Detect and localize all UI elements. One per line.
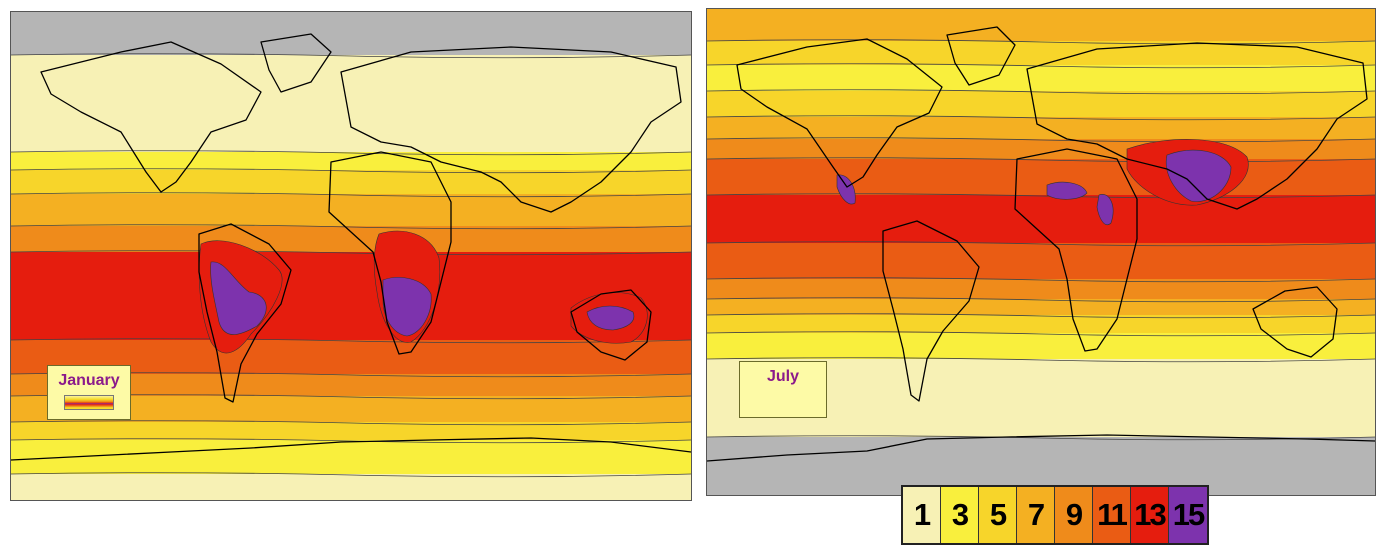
july-uv-map: July [706, 8, 1376, 496]
legend-cell-9: 9 [1055, 487, 1093, 543]
contour-line [11, 472, 691, 478]
africa-peak-zone [382, 277, 432, 337]
uv-band [707, 139, 1375, 159]
eurasia-outline [1026, 42, 1368, 210]
uv-band [11, 55, 691, 152]
africa-outline [328, 151, 452, 355]
uv-band [11, 374, 691, 396]
uv-index-legend: 1 3 5 7 9 11 13 15 [901, 485, 1209, 545]
contour-line [707, 357, 1375, 363]
uv-band [707, 195, 1375, 243]
antarctica-outline [707, 434, 1375, 462]
contour-line [11, 224, 691, 230]
contour-line [11, 420, 691, 426]
contour-line [11, 53, 691, 59]
july-map-canvas [707, 9, 1375, 495]
eurasia-outline [340, 46, 682, 213]
january-label-box: January [47, 365, 131, 420]
contour-line [707, 297, 1375, 303]
legend-cell-7: 7 [1017, 487, 1055, 543]
south-america-outline [198, 223, 292, 403]
contour-line [11, 192, 691, 198]
uv-band [707, 159, 1375, 195]
uv-band [707, 315, 1375, 333]
north-america-outline [736, 38, 943, 188]
legend-cell-11: 11 [1093, 487, 1131, 543]
uv-band [11, 152, 691, 170]
uv-band [707, 65, 1375, 91]
contour-line [707, 39, 1375, 45]
january-uv-map: January [10, 11, 692, 501]
uv-band [11, 474, 691, 500]
contour-line [707, 193, 1375, 199]
legend-cell-15: 15 [1169, 487, 1207, 543]
uv-band [11, 226, 691, 252]
uv-band [11, 170, 691, 194]
mexico-peak-zone [836, 174, 856, 205]
legend-cell-13: 13 [1131, 487, 1169, 543]
uv-band [11, 440, 691, 474]
july-title: July [766, 368, 799, 385]
mini-color-scale-icon [64, 395, 114, 410]
contour-line [707, 157, 1375, 163]
arabia-peak-zone [1096, 194, 1114, 226]
australia-peak-zone [586, 305, 635, 331]
contour-line [11, 150, 691, 156]
uv-band [11, 12, 691, 55]
uv-band [707, 91, 1375, 117]
uv-band [707, 41, 1375, 65]
legend-cell-3: 3 [941, 487, 979, 543]
uv-band [11, 422, 691, 440]
contour-line [707, 63, 1375, 69]
contour-line [11, 250, 691, 256]
uv-band [11, 194, 691, 226]
contour-line [11, 338, 691, 344]
contour-line [11, 438, 691, 444]
australia-outline [1252, 286, 1338, 358]
january-map-canvas [11, 12, 691, 500]
africa-outline [1014, 148, 1138, 352]
australia-outline [570, 289, 652, 361]
contour-line [707, 115, 1375, 121]
contour-line [707, 89, 1375, 95]
january-title: January [58, 372, 120, 389]
north-america-outline [40, 41, 262, 193]
greenland-outline [946, 26, 1016, 86]
uv-band [707, 299, 1375, 315]
contour-line [707, 241, 1375, 247]
tibet-peak-zone [1165, 149, 1232, 202]
uv-band [707, 9, 1375, 41]
uv-band [707, 279, 1375, 299]
contour-line [707, 435, 1375, 441]
greenland-outline [260, 33, 332, 93]
july-label-box: July [739, 361, 827, 418]
legend-cell-1: 1 [903, 487, 941, 543]
uv-band [707, 333, 1375, 359]
contour-line [11, 168, 691, 174]
south-america-outline [882, 220, 980, 402]
contour-line [707, 277, 1375, 283]
antarctica-outline [11, 437, 691, 461]
contour-line [707, 313, 1375, 319]
south-america-peak-zone [210, 261, 267, 335]
sahara-peak-zone [1046, 181, 1088, 200]
uv-band [707, 243, 1375, 279]
legend-cell-5: 5 [979, 487, 1017, 543]
uv-band [707, 117, 1375, 139]
